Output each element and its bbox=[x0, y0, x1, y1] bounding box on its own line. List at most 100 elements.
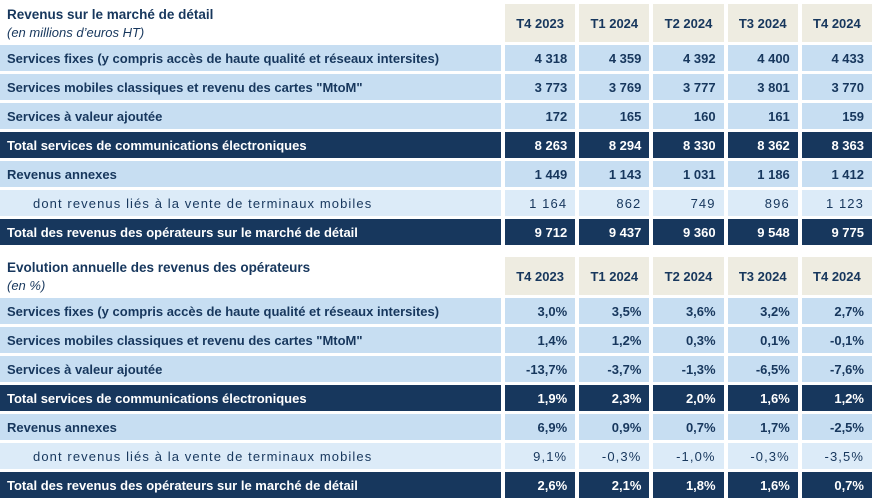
column-header-1: T4 2023 bbox=[505, 4, 576, 42]
row-label: Services fixes (y compris accès de haute… bbox=[0, 298, 501, 324]
column-header-3: T2 2024 bbox=[653, 257, 724, 295]
row-label: Total services de communications électro… bbox=[0, 385, 501, 411]
value-cell: 3 770 bbox=[801, 74, 872, 100]
report-page: Revenus sur le marché de détail (en mill… bbox=[0, 4, 872, 502]
value-cell: 1,8% bbox=[653, 472, 724, 498]
value-cell: 3,2% bbox=[727, 298, 798, 324]
table-title: Revenus sur le marché de détail bbox=[7, 7, 214, 22]
value-cell: 1,9% bbox=[505, 385, 576, 411]
value-cell: 749 bbox=[653, 190, 724, 216]
column-header-2: T1 2024 bbox=[579, 4, 650, 42]
value-cell: 1 186 bbox=[727, 161, 798, 187]
value-cell: 4 318 bbox=[505, 45, 576, 71]
value-cell: 8 263 bbox=[505, 132, 576, 158]
value-cell: 0,3% bbox=[653, 327, 724, 353]
value-cell: 3 773 bbox=[505, 74, 576, 100]
value-cell: -0,3% bbox=[579, 443, 650, 469]
value-cell: -13,7% bbox=[505, 356, 576, 382]
value-cell: 3 801 bbox=[727, 74, 798, 100]
row-label: Services à valeur ajoutée bbox=[0, 103, 501, 129]
value-cell: 8 363 bbox=[801, 132, 872, 158]
row-label: Total services de communications électro… bbox=[0, 132, 501, 158]
row-label: dont revenus liés à la vente de terminau… bbox=[0, 443, 501, 469]
value-cell: 172 bbox=[505, 103, 576, 129]
value-cell: 0,1% bbox=[727, 327, 798, 353]
value-cell: -3,7% bbox=[579, 356, 650, 382]
value-cell: 9 437 bbox=[579, 219, 650, 245]
value-cell: 8 294 bbox=[579, 132, 650, 158]
value-cell: 0,9% bbox=[579, 414, 650, 440]
annual-evolution-title-block: Evolution annuelle des revenus des opéra… bbox=[0, 257, 501, 295]
value-cell: 161 bbox=[727, 103, 798, 129]
value-cell: 165 bbox=[579, 103, 650, 129]
value-cell: -2,5% bbox=[801, 414, 872, 440]
value-cell: -0,3% bbox=[727, 443, 798, 469]
value-cell: 8 362 bbox=[727, 132, 798, 158]
value-cell: 1,7% bbox=[727, 414, 798, 440]
value-cell: -0,1% bbox=[801, 327, 872, 353]
value-cell: 0,7% bbox=[653, 414, 724, 440]
retail-revenue-table: Revenus sur le marché de détail (en mill… bbox=[0, 4, 872, 245]
value-cell: 4 433 bbox=[801, 45, 872, 71]
value-cell: -1,0% bbox=[653, 443, 724, 469]
value-cell: 3 777 bbox=[653, 74, 724, 100]
value-cell: 1,4% bbox=[505, 327, 576, 353]
value-cell: -6,5% bbox=[727, 356, 798, 382]
column-header-3: T2 2024 bbox=[653, 4, 724, 42]
value-cell: 896 bbox=[727, 190, 798, 216]
table-subtitle: (en %) bbox=[7, 278, 46, 293]
row-label: Total des revenus des opérateurs sur le … bbox=[0, 472, 501, 498]
row-label: Revenus annexes bbox=[0, 161, 501, 187]
value-cell: 1,6% bbox=[727, 472, 798, 498]
value-cell: 1 123 bbox=[801, 190, 872, 216]
row-label: Services mobiles classiques et revenu de… bbox=[0, 74, 501, 100]
value-cell: 2,3% bbox=[579, 385, 650, 411]
value-cell: 9 360 bbox=[653, 219, 724, 245]
value-cell: 4 359 bbox=[579, 45, 650, 71]
value-cell: 4 400 bbox=[727, 45, 798, 71]
retail-revenue-title-block: Revenus sur le marché de détail (en mill… bbox=[0, 4, 501, 42]
value-cell: 2,6% bbox=[505, 472, 576, 498]
value-cell: 1,6% bbox=[727, 385, 798, 411]
value-cell: 3,6% bbox=[653, 298, 724, 324]
value-cell: 1,2% bbox=[801, 385, 872, 411]
table-subtitle: (en millions d’euros HT) bbox=[7, 25, 145, 40]
value-cell: 6,9% bbox=[505, 414, 576, 440]
column-header-4: T3 2024 bbox=[727, 257, 798, 295]
annual-evolution-table: Evolution annuelle des revenus des opéra… bbox=[0, 257, 872, 498]
value-cell: 862 bbox=[579, 190, 650, 216]
value-cell: 2,1% bbox=[579, 472, 650, 498]
row-label: Services fixes (y compris accès de haute… bbox=[0, 45, 501, 71]
row-label: Services à valeur ajoutée bbox=[0, 356, 501, 382]
column-header-5: T4 2024 bbox=[801, 4, 872, 42]
row-label: Total des revenus des opérateurs sur le … bbox=[0, 219, 501, 245]
value-cell: 159 bbox=[801, 103, 872, 129]
row-label: dont revenus liés à la vente de terminau… bbox=[0, 190, 501, 216]
value-cell: 9 775 bbox=[801, 219, 872, 245]
column-header-4: T3 2024 bbox=[727, 4, 798, 42]
value-cell: -7,6% bbox=[801, 356, 872, 382]
value-cell: 160 bbox=[653, 103, 724, 129]
column-header-5: T4 2024 bbox=[801, 257, 872, 295]
row-label: Revenus annexes bbox=[0, 414, 501, 440]
value-cell: 1 143 bbox=[579, 161, 650, 187]
table-title: Evolution annuelle des revenus des opéra… bbox=[7, 260, 311, 275]
value-cell: 2,7% bbox=[801, 298, 872, 324]
value-cell: 9 712 bbox=[505, 219, 576, 245]
value-cell: 1 031 bbox=[653, 161, 724, 187]
value-cell: -3,5% bbox=[801, 443, 872, 469]
value-cell: 0,7% bbox=[801, 472, 872, 498]
value-cell: 1 164 bbox=[505, 190, 576, 216]
value-cell: 3 769 bbox=[579, 74, 650, 100]
column-header-1: T4 2023 bbox=[505, 257, 576, 295]
value-cell: 3,5% bbox=[579, 298, 650, 324]
value-cell: 1,2% bbox=[579, 327, 650, 353]
value-cell: 1 449 bbox=[505, 161, 576, 187]
value-cell: 3,0% bbox=[505, 298, 576, 324]
value-cell: 4 392 bbox=[653, 45, 724, 71]
value-cell: 2,0% bbox=[653, 385, 724, 411]
value-cell: 1 412 bbox=[801, 161, 872, 187]
value-cell: 8 330 bbox=[653, 132, 724, 158]
column-header-2: T1 2024 bbox=[579, 257, 650, 295]
value-cell: -1,3% bbox=[653, 356, 724, 382]
